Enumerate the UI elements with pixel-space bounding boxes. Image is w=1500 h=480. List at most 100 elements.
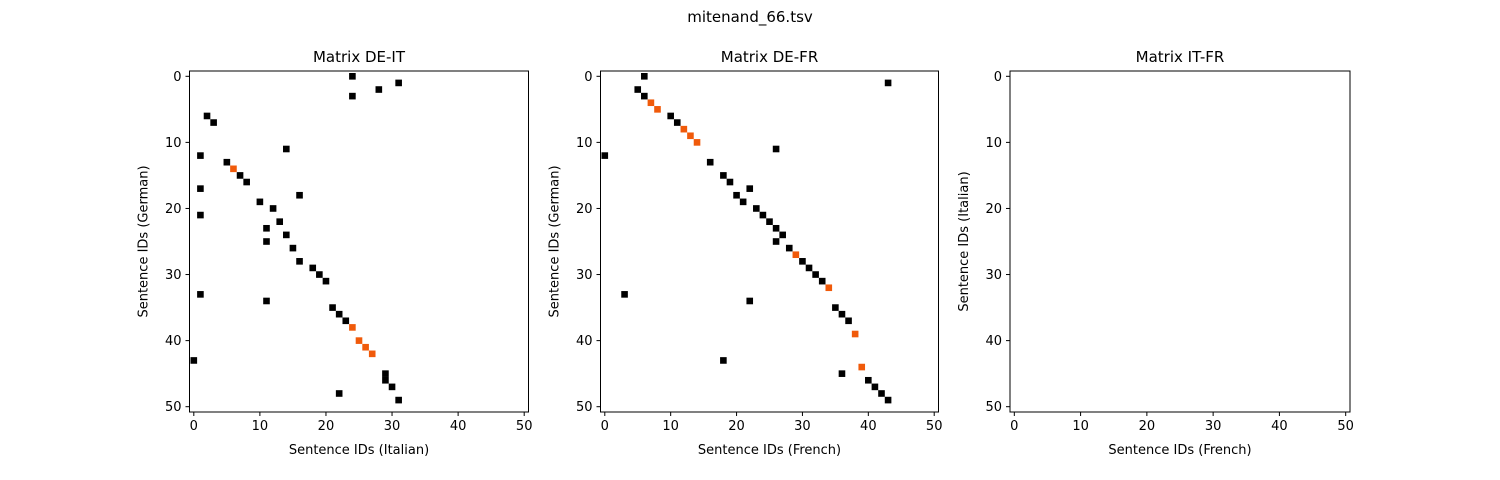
plot-area [600,71,939,412]
matrix-cell [845,317,852,325]
matrix-cell [375,86,383,93]
y-axis-label: Sentence IDs (German) [548,165,563,317]
x-tick-label: 30 [794,419,811,434]
chart-title: Matrix IT-FR [1136,48,1225,66]
matrix-cell [335,310,343,318]
series-2 [230,165,376,358]
matrix-cell [832,304,839,311]
matrix-cell [641,73,648,80]
matrix-cell [812,271,819,278]
matrix-cell [654,106,661,113]
axes-frame [189,70,529,413]
matrix-cell [316,271,323,278]
x-tick-label: 40 [450,419,467,434]
matrix-cell [263,238,270,245]
matrix-cell [335,390,343,397]
figure-suptitle: mitenand_66.tsv [687,8,813,27]
panels: 0 10 20 30 40 50 0 10 20 30 40 50 Matrix DE-IT Senten… [137,48,1354,458]
matrix-cell [825,284,833,292]
x-tick-label: 30 [384,419,401,434]
x-tick-label: 20 [318,419,335,434]
x-axis-label: Sentence IDs (French) [698,443,841,458]
x-axis-label: Sentence IDs (Italian) [289,443,429,458]
matrix-cell [395,396,402,404]
x-tick-label: 40 [860,419,877,434]
y-tick-label: 40 [985,334,1002,349]
x-tick-label: 20 [1139,419,1156,434]
matrix-cell [269,205,277,212]
y-tick-label: 30 [165,268,182,283]
matrix-cell [197,291,204,298]
y-tick-label: 10 [165,136,182,151]
matrix-cell [263,224,270,232]
y-tick-label: 0 [994,70,1002,85]
y-tick-label: 40 [165,334,182,349]
matrix-cell [349,73,356,80]
matrix-cell [851,330,859,338]
matrix-cell [395,79,402,87]
matrix-cell [289,244,297,252]
matrix-cell [283,231,290,239]
matrix-cell [772,238,780,245]
matrix-cell [779,231,786,239]
y-tick-label: 10 [985,136,1002,151]
matrix-cell [223,158,231,166]
matrix-cell [693,139,701,146]
axes-frame [600,70,939,413]
matrix-cell [355,337,363,344]
matrix-cell [680,125,688,133]
matrix-cell [263,297,270,305]
matrix-cell [296,258,303,265]
matrix-cell [349,324,356,331]
matrix-cell [197,185,204,192]
y-tick-label: 0 [584,70,592,85]
matrix-cell [296,191,303,199]
matrix-cell [858,363,866,371]
x-tick-label: 40 [1271,419,1288,434]
matrix-cell [772,224,780,232]
matrix-cell [190,357,198,364]
matrix-cell [746,297,754,305]
y-tick-label: 0 [173,70,181,85]
matrix-cell [878,390,885,397]
plot-area [1010,71,1350,412]
matrix-cell [706,158,714,166]
matrix-cell [329,304,336,311]
series-1 [601,73,892,404]
matrix-cell [871,383,879,391]
chart-panel-3: 0 10 20 30 40 50 0 10 20 30 40 50 Matrix IT-FR Senten… [957,48,1354,458]
y-tick-label: 20 [576,202,593,217]
matrix-cell [368,350,376,358]
matrix-cell [309,264,317,272]
y-tick-label: 30 [985,268,1002,283]
matrix-cell [884,396,892,404]
x-tick-label: 10 [1072,419,1089,434]
y-tick-label: 50 [165,400,182,415]
y-tick-label: 50 [576,400,593,415]
y-tick-label: 10 [576,136,593,151]
y-axis-label: Sentence IDs (German) [137,165,152,317]
matrix-cell [197,211,204,219]
matrix-cell [634,86,642,93]
matrix-cell [342,317,350,325]
matrix-cell [322,277,330,285]
chart-panel-1: 0 10 20 30 40 50 0 10 20 30 40 50 Matrix DE-IT Senten… [137,48,533,458]
x-axis-label: Sentence IDs (French) [1108,443,1251,458]
matrix-cell [667,112,674,120]
matrix-cell [753,205,760,212]
matrix-cell [884,79,892,87]
matrix-cell [720,172,727,179]
y-tick-label: 20 [985,202,1002,217]
chart-title: Matrix DE-IT [313,48,406,66]
matrix-cell [759,211,767,219]
matrix-cell [388,383,396,391]
x-tick-label: 50 [516,419,533,434]
matrix-cell [792,251,800,259]
matrix-cell [739,198,747,206]
x-tick-label: 0 [190,419,198,434]
matrix-cell [865,376,872,384]
x-tick-label: 20 [728,419,745,434]
x-tick-label: 10 [252,419,269,434]
matrix-cell [772,145,780,153]
x-tick-label: 0 [1010,419,1018,434]
